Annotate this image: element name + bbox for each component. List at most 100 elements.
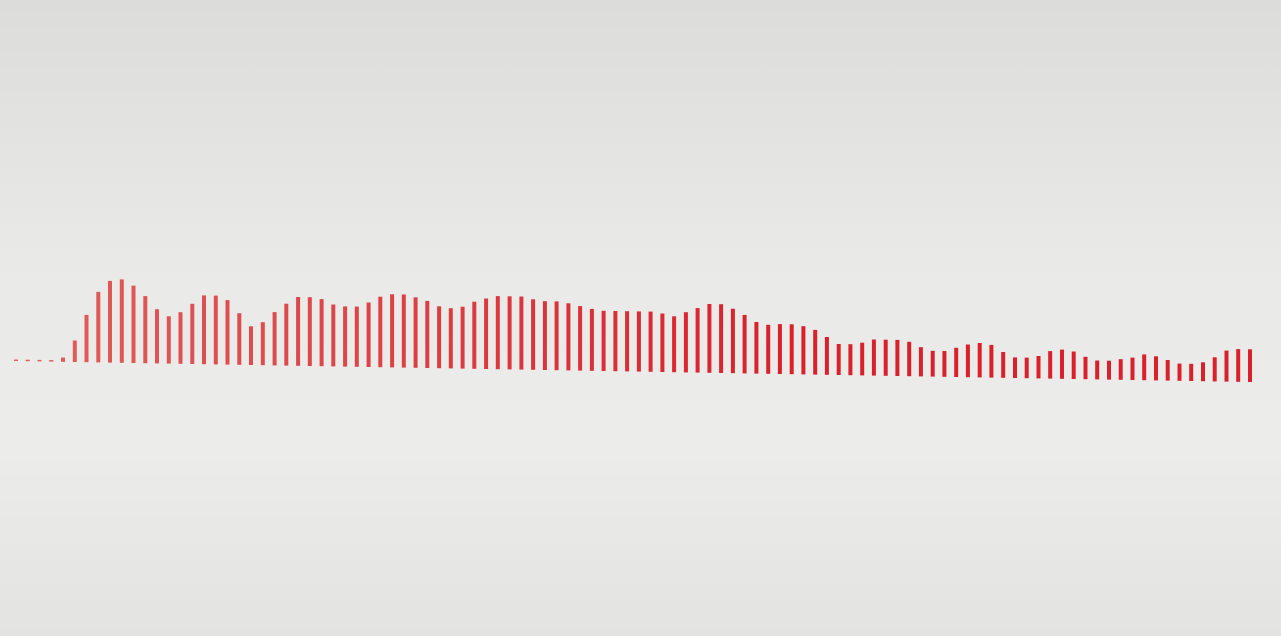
waveform-bar — [343, 306, 348, 367]
waveform-bar — [84, 314, 89, 363]
waveform-bar — [519, 296, 524, 370]
waveform-bar — [954, 347, 959, 377]
waveform-bar — [49, 360, 54, 362]
waveform-bar — [1036, 356, 1041, 379]
waveform-bar — [566, 303, 571, 371]
waveform-bar — [61, 357, 65, 362]
waveform-bar — [354, 306, 359, 367]
waveform-bar — [707, 304, 712, 373]
waveform-bar — [766, 324, 771, 374]
waveform-bar — [1060, 349, 1064, 379]
waveform-bar — [789, 324, 794, 375]
waveform-bar — [918, 347, 923, 377]
waveform-bar — [1024, 357, 1029, 379]
waveform-bar — [695, 308, 700, 373]
waveform-bar — [871, 339, 876, 376]
waveform-bar — [648, 311, 653, 372]
waveform-bar — [742, 314, 747, 374]
waveform-bar — [249, 326, 253, 365]
waveform-bar — [96, 291, 101, 363]
waveform-bar — [72, 340, 77, 362]
waveform-bar — [848, 344, 853, 376]
waveform-bar — [307, 297, 312, 366]
waveform-bar — [554, 301, 559, 371]
waveform-bar — [531, 299, 536, 370]
waveform-bar — [1201, 362, 1205, 382]
waveform-bar — [1001, 352, 1006, 378]
waveform-bar — [390, 294, 395, 368]
waveform-bar — [977, 343, 982, 378]
waveform-bar — [178, 312, 183, 364]
waveform-bar — [930, 350, 935, 377]
waveform-bar — [907, 341, 912, 377]
waveform-bar — [660, 313, 665, 372]
waveform-bar — [260, 322, 265, 366]
waveform-bar — [190, 303, 195, 364]
waveform-bar — [1154, 356, 1158, 381]
waveform-bar — [601, 310, 606, 371]
waveform-bar — [484, 298, 489, 369]
waveform-bar — [460, 306, 465, 369]
waveform-bar — [1013, 357, 1017, 378]
waveform-bar — [672, 316, 677, 373]
waveform-bar — [824, 337, 829, 375]
waveform-bar — [131, 285, 136, 363]
waveform-bar — [437, 306, 442, 369]
waveform-bar — [683, 312, 688, 373]
waveform-bar — [754, 322, 759, 374]
waveform-bar — [730, 308, 735, 374]
waveform-bar — [942, 351, 947, 377]
waveform-bar — [1165, 360, 1170, 381]
waveform-bar — [378, 296, 383, 368]
waveform-bar — [155, 309, 159, 364]
waveform-bar — [119, 279, 124, 363]
waveform-bar — [1236, 349, 1241, 382]
waveform-bar — [1212, 357, 1217, 382]
waveform-bar — [613, 311, 618, 372]
waveform-bar — [860, 342, 865, 376]
waveform-bar — [1224, 350, 1229, 382]
waveform-bar — [836, 344, 841, 375]
waveform-bar — [625, 311, 630, 372]
waveform-bar — [319, 299, 324, 367]
waveform-bar — [883, 339, 888, 376]
waveform-bar — [1248, 349, 1252, 382]
waveform-bar — [1142, 354, 1147, 381]
waveform-bar — [1118, 359, 1123, 380]
waveform-bar — [366, 302, 371, 367]
waveform-bar — [108, 280, 112, 363]
waveform-bar — [413, 297, 418, 368]
waveform-bar — [578, 306, 583, 371]
waveform-bar — [143, 296, 148, 364]
waveform-bar — [1189, 363, 1194, 381]
waveform-bar — [589, 308, 594, 371]
waveform-bar — [331, 304, 336, 367]
waveform-bar — [425, 300, 430, 368]
waveform-bar — [777, 324, 782, 374]
waveform-bar — [719, 304, 724, 373]
waveform-bar — [202, 295, 206, 365]
waveform-bar — [1130, 357, 1135, 380]
waveform-bar — [296, 297, 301, 366]
waveform-bar — [813, 329, 818, 375]
waveform-bar — [225, 300, 230, 365]
waveform-bar — [1095, 360, 1100, 380]
waveform-bar — [636, 311, 641, 372]
waveform-bar — [237, 313, 242, 365]
waveform-bar — [284, 303, 289, 366]
waveform-bar — [895, 339, 900, 376]
waveform-bar — [401, 294, 406, 368]
waveform-bar — [801, 326, 806, 375]
waveform-bar — [1048, 351, 1053, 379]
waveform-bar — [213, 295, 218, 365]
waveform-bar — [542, 301, 547, 370]
waveform-bar — [272, 312, 277, 366]
waveform-bar — [472, 301, 477, 369]
waveform-bar — [166, 316, 171, 364]
waveform-bar — [1083, 356, 1088, 380]
waveform-bar — [989, 344, 994, 378]
waveform-bar — [14, 359, 18, 361]
waveform-bar — [1107, 360, 1111, 380]
